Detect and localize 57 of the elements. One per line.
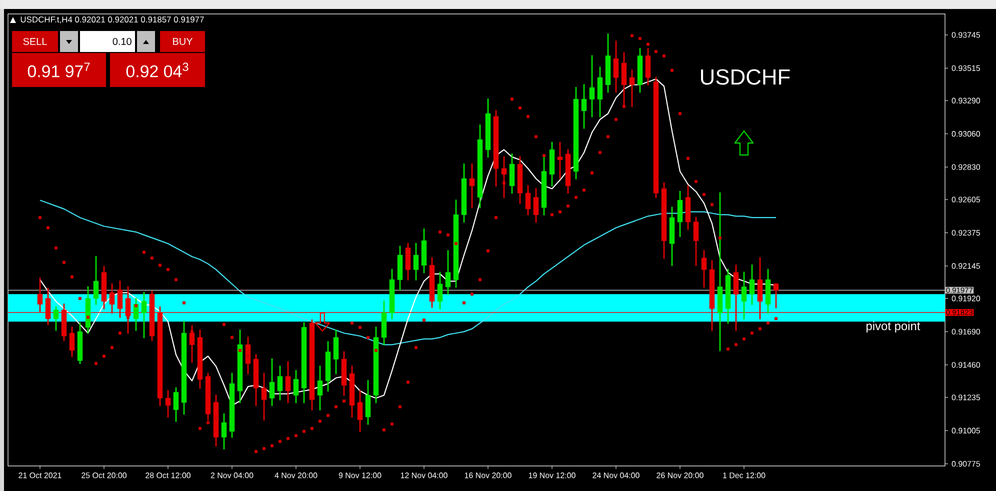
candlestick <box>733 264 739 331</box>
candlestick <box>589 55 595 118</box>
candlestick <box>581 84 587 129</box>
candlestick <box>773 283 779 308</box>
candlestick <box>621 52 627 108</box>
annotation: 0.92 04$^{3}$ <box>126 62 188 78</box>
candlestick <box>245 336 251 374</box>
candlestick <box>189 325 195 363</box>
candlestick <box>69 326 75 357</box>
candlestick <box>677 190 683 238</box>
candlestick <box>437 272 443 310</box>
annotation: USDCHF <box>701 69 790 85</box>
candlestick <box>261 372 267 420</box>
candlestick <box>405 242 411 280</box>
candlestick <box>173 387 179 422</box>
candlestick <box>357 390 363 432</box>
candlestick <box>741 272 747 320</box>
candlestick <box>413 242 419 280</box>
candlestick <box>221 413 227 450</box>
candlestick <box>613 40 619 93</box>
candlestick <box>93 256 99 305</box>
candlestick <box>117 280 123 318</box>
candlestick <box>693 216 699 266</box>
candlestick <box>269 358 275 406</box>
chart-title: USDCHF.t,H4 0.92021 0.92021 0.91857 0.91977 <box>20 16 204 24</box>
candlestick <box>109 283 115 314</box>
candlestick <box>645 48 651 86</box>
candlestick <box>133 298 139 331</box>
candlestick <box>533 188 539 223</box>
annotation: SELL <box>23 38 47 46</box>
candlestick <box>165 390 171 418</box>
candlestick <box>333 330 339 374</box>
annotation: 0.91 97$^{7}$ <box>28 62 90 78</box>
candlestick <box>557 142 563 180</box>
annotation: 0.10 <box>112 38 132 46</box>
candlestick <box>293 370 299 404</box>
annotation: BUY <box>173 38 193 45</box>
candlestick <box>509 153 515 194</box>
candlestick <box>757 257 763 320</box>
candlestick <box>501 156 507 198</box>
candlestick <box>37 278 43 312</box>
candlestick <box>285 361 291 404</box>
candlestick <box>125 286 131 334</box>
text: pivot point <box>866 321 920 333</box>
candlestick <box>365 380 371 425</box>
candlestick <box>445 250 451 295</box>
candlestick <box>525 185 531 216</box>
candlestick <box>317 366 323 410</box>
candlestick <box>597 66 603 118</box>
candlestick <box>53 306 59 331</box>
candlestick <box>45 288 51 326</box>
candlestick <box>469 164 475 208</box>
candlestick <box>277 366 283 400</box>
candlestick <box>141 292 147 338</box>
candlestick <box>701 250 707 288</box>
candlestick <box>629 70 635 108</box>
candlestick <box>749 264 755 305</box>
